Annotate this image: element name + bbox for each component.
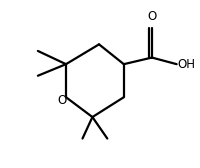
Text: OH: OH <box>178 58 196 71</box>
Text: O: O <box>147 10 157 23</box>
Text: O: O <box>57 94 66 107</box>
